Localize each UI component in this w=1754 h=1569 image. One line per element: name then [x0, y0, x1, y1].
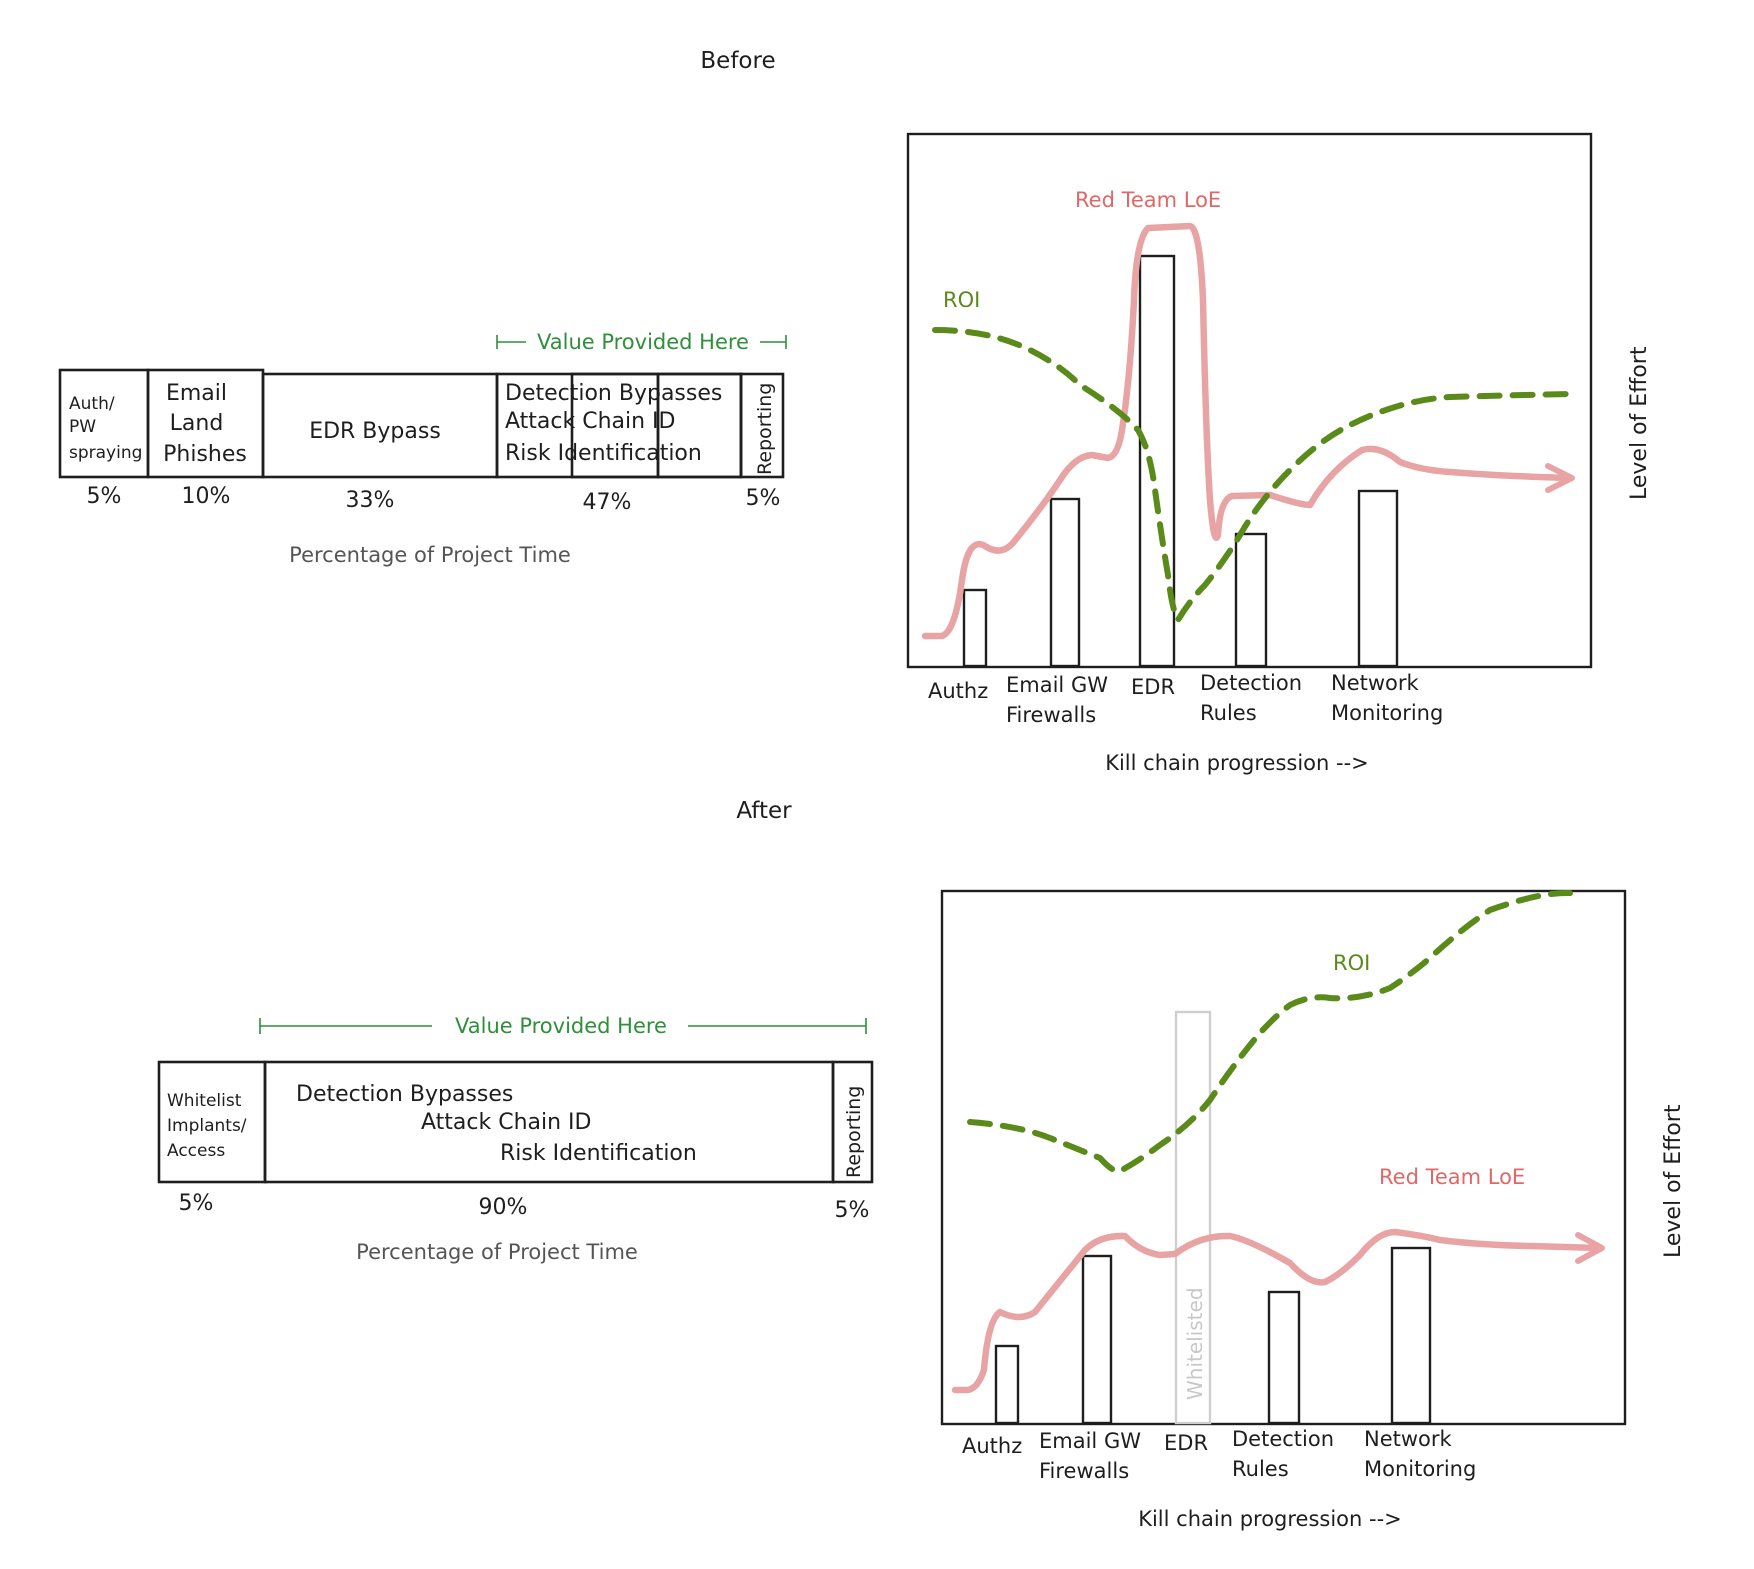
loe-curve [921, 222, 1574, 640]
roi-curve [967, 889, 1573, 1175]
effort-bar [1081, 1254, 1113, 1425]
y-axis-label: Level of Effort [1627, 346, 1652, 500]
roi-label: ROI [1333, 951, 1370, 975]
category-label: Detection Rules [1200, 671, 1309, 725]
category-label: Authz [928, 679, 988, 703]
after-heading: After [736, 798, 792, 824]
effort-bar [1390, 1246, 1432, 1425]
category-label: Email GW Firewalls [1039, 1429, 1148, 1483]
after-time-bar: Whitelist Implants/ Access Detection Byp… [157, 1060, 874, 1264]
roi-label: ROI [943, 288, 980, 312]
loe-label: Red Team LoE [1075, 188, 1221, 212]
segment-percent: 5% [179, 1191, 214, 1216]
category-label: Email GW Firewalls [1006, 673, 1115, 727]
after-value-label: Value Provided Here [455, 1014, 667, 1038]
segment-label: Detection Bypasses Attack Chain ID Risk … [505, 381, 729, 466]
segment-percent: 47% [583, 490, 632, 515]
category-label: Detection Rules [1232, 1427, 1341, 1481]
x-axis-label: Kill chain progression --> [1138, 1507, 1402, 1531]
before-chart: Red Team LoE ROI Level of Effort Authz E… [906, 132, 1652, 775]
before-value-label: Value Provided Here [537, 330, 749, 354]
segment-label: Whitelist Implants/ Access [167, 1091, 252, 1161]
segment-percent: 5% [835, 1198, 870, 1223]
effort-bar [994, 1344, 1020, 1425]
y-axis-label: Level of Effort [1661, 1104, 1686, 1258]
segment-label: Reporting [754, 383, 776, 475]
effort-bar [1357, 489, 1399, 668]
before-section: Before Value Provided Here Auth/ PW spra… [58, 48, 1652, 775]
before-caption: Percentage of Project Time [289, 543, 571, 567]
after-value-bracket: Value Provided Here [259, 1014, 867, 1038]
effort-bar [1234, 532, 1268, 668]
loe-arrow-head [1575, 1232, 1605, 1264]
loe-label: Red Team LoE [1379, 1165, 1525, 1189]
segment-percent: 90% [479, 1195, 528, 1220]
before-time-bar: Auth/ PW spraying Email Land Phishes EDR… [58, 368, 785, 567]
loe-curve [951, 1228, 1604, 1394]
category-label: EDR [1131, 675, 1175, 699]
effort-bar [1049, 497, 1081, 668]
chart-frame [940, 889, 1627, 1426]
roi-curve [932, 327, 1573, 623]
segment-label: Detection Bypasses Attack Chain ID Risk … [296, 1082, 697, 1166]
after-section: After Value Provided Here Whitelist Impl… [157, 798, 1686, 1531]
segment-label: Email Land Phishes [163, 381, 247, 467]
x-axis-label: Kill chain progression --> [1105, 751, 1369, 775]
segment-percent: 5% [746, 486, 781, 511]
effort-bar [1267, 1290, 1301, 1425]
segment-label: Reporting [843, 1086, 865, 1178]
whitelisted-bar [1174, 1010, 1212, 1425]
before-heading: Before [700, 48, 775, 74]
chart-frame [906, 132, 1593, 669]
segment-box [831, 1060, 874, 1184]
category-label: Authz [962, 1434, 1022, 1458]
after-chart: Whitelisted ROI Red Team LoE Level of Ef… [940, 889, 1686, 1531]
category-label: EDR [1164, 1431, 1208, 1455]
segment-box [739, 372, 785, 479]
category-label: Network Monitoring [1364, 1427, 1476, 1481]
effort-bar [1138, 254, 1176, 668]
segment-percent: 5% [87, 484, 122, 509]
segment-label: Auth/ PW spraying [69, 394, 142, 463]
category-label: Network Monitoring [1331, 671, 1443, 725]
effort-bar [962, 588, 988, 668]
whitelisted-label: Whitelisted [1183, 1287, 1207, 1400]
segment-label: EDR Bypass [309, 419, 441, 444]
before-value-bracket: Value Provided Here [496, 330, 787, 354]
segment-percent: 10% [182, 484, 231, 509]
segment-percent: 33% [346, 488, 395, 513]
after-caption: Percentage of Project Time [356, 1240, 638, 1264]
loe-arrow-head [1545, 463, 1575, 493]
